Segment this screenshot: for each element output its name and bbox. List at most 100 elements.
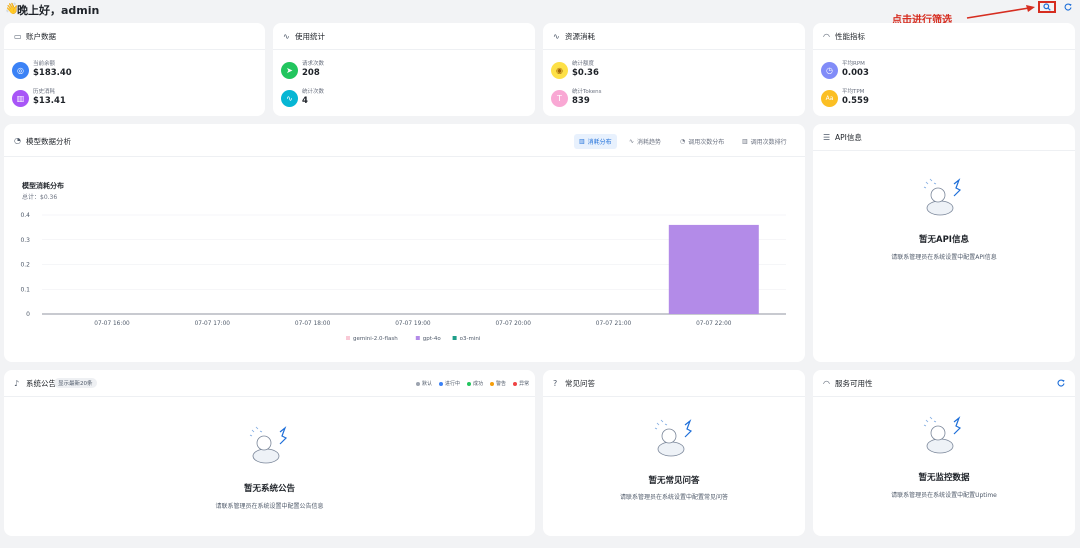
legend-item: 成功 xyxy=(467,380,483,387)
send-icon: ➤ xyxy=(281,62,298,79)
help-icon: ? xyxy=(553,379,558,388)
legend-swatch xyxy=(415,336,420,340)
x-tick-label: 07-07 21:00 xyxy=(596,321,632,327)
tab-consumption-trend[interactable]: ∿ 消耗趋势 xyxy=(624,134,666,149)
timer-icon: ◷ xyxy=(821,62,838,79)
tab-call-distribution[interactable]: ◔ 调用次数分布 xyxy=(675,134,729,149)
tab-label: 调用次数排行 xyxy=(750,139,787,146)
bar-chart-icon: ▥ xyxy=(12,90,29,107)
stat-label: 请求次数 xyxy=(302,61,325,67)
stat-value: 0.003 xyxy=(842,68,869,78)
x-tick-label: 07-07 16:00 xyxy=(94,321,130,327)
legend-item: 异常 xyxy=(513,380,529,387)
status-badge: 显示最新20条 xyxy=(54,378,97,388)
search-icon xyxy=(1043,3,1051,11)
empty-illustration-icon xyxy=(923,416,962,454)
legend-label: o3-mini xyxy=(460,336,481,342)
stat-value: $13.41 xyxy=(33,96,66,106)
pulse-icon: ∿ xyxy=(283,32,290,41)
dot-icon xyxy=(513,381,518,386)
stat-value: 4 xyxy=(302,96,308,106)
annotation-text: 点击进行筛选 xyxy=(892,15,952,26)
performance-card: ◠ 性能指标 ◷ 平均RPM 0.003 Aa 平均TPM 0.559 xyxy=(813,23,1075,116)
stat-label: 平均RPM xyxy=(842,61,865,67)
card-title: 常见问答 xyxy=(565,379,595,388)
x-tick-label: 07-07 19:00 xyxy=(395,321,431,327)
dot-icon xyxy=(416,381,420,386)
type-icon: Aa xyxy=(821,90,838,107)
pulse-icon: ∿ xyxy=(553,32,560,41)
empty-title: 暂无监控数据 xyxy=(918,473,970,483)
legend-item: 默认 xyxy=(416,380,432,387)
refresh-icon[interactable] xyxy=(1057,379,1065,387)
tab-label: 消耗趋势 xyxy=(637,139,662,146)
pulse-icon: ∿ xyxy=(281,90,298,107)
x-tick-label: 07-07 22:00 xyxy=(696,321,732,327)
stat-value: $183.40 xyxy=(33,68,72,78)
empty-desc: 请联系管理员在系统设置中配置API信息 xyxy=(891,254,997,261)
empty-title: 暂无常见问答 xyxy=(648,476,700,486)
empty-desc: 请联系管理员在系统设置中配置Uptime xyxy=(891,492,997,499)
legend-swatch xyxy=(452,336,457,340)
stat-label: 统计额度 xyxy=(572,61,595,67)
empty-desc: 请联系管理员在系统设置中配置常见问答 xyxy=(619,494,728,501)
annotation-arrow-icon xyxy=(966,5,1035,19)
card-title: 使用统计 xyxy=(295,32,325,41)
card-title: 模型数据分析 xyxy=(26,137,71,146)
stat-value: 839 xyxy=(572,96,590,106)
resource-card: ∿ 资源消耗 ◉ 统计额度 $0.36 T 统计Tokens 839 xyxy=(543,23,805,116)
y-tick-label: 0.3 xyxy=(20,237,30,244)
legend-label: gemini-2.0-flash xyxy=(353,336,398,342)
empty-illustration-icon xyxy=(249,426,288,464)
wallet-icon: ▭ xyxy=(14,32,22,41)
empty-title: 暂无API信息 xyxy=(919,235,969,245)
x-tick-label: 07-07 18:00 xyxy=(295,321,331,327)
bar-gpt-4o xyxy=(668,224,759,314)
stat-label: 统计Tokens xyxy=(572,89,602,95)
server-icon: ☰ xyxy=(823,133,831,142)
stat-label: 平均TPM xyxy=(842,89,865,95)
announcement-legend: 默认 进行中 成功 警告 异常 xyxy=(416,380,529,387)
pie-chart-icon: ◔ xyxy=(14,136,21,145)
card-title: 系统公告 xyxy=(26,379,56,388)
tab-label: 调用次数分布 xyxy=(688,139,725,146)
bell-icon: ♪ xyxy=(14,379,20,388)
card-title: 账户数据 xyxy=(26,32,56,41)
gauge-icon: ◠ xyxy=(823,379,830,388)
wave-hand-icon: 👋 xyxy=(5,2,19,15)
legend-swatch xyxy=(346,336,350,340)
page-title: 晚上好，admin xyxy=(17,4,100,17)
pie-chart-icon: ◔ xyxy=(680,138,686,145)
stat-value: 0.559 xyxy=(842,96,869,106)
legend-label: gpt-4o xyxy=(423,336,442,342)
trend-icon: ∿ xyxy=(629,138,635,145)
dot-icon xyxy=(467,381,472,386)
stat-value: $0.36 xyxy=(572,68,599,78)
tab-call-ranking[interactable]: ▥ 调用次数排行 xyxy=(737,134,792,149)
stat-label: 历史消耗 xyxy=(33,89,56,95)
gauge-icon: ◠ xyxy=(823,32,830,41)
chart-title: 模型消耗分布 xyxy=(22,182,64,190)
coin-icon: ◉ xyxy=(551,62,568,79)
card-title: 性能指标 xyxy=(835,32,865,41)
empty-title: 暂无系统公告 xyxy=(243,484,295,494)
refresh-icon[interactable] xyxy=(1064,3,1072,11)
y-tick-label: 0.2 xyxy=(20,262,30,269)
card-title: API信息 xyxy=(835,133,862,142)
bar-chart-icon: ▥ xyxy=(579,138,585,145)
card-title: 服务可用性 xyxy=(835,379,873,388)
stat-label: 统计次数 xyxy=(302,89,325,95)
y-tick-label: 0.1 xyxy=(20,286,30,293)
api-info-card: ☰ API信息 xyxy=(813,124,1075,362)
dot-icon xyxy=(490,381,495,386)
tab-consumption-distribution[interactable]: ▥ 消耗分布 xyxy=(574,134,617,149)
search-button[interactable] xyxy=(1038,1,1056,13)
text-icon: T xyxy=(551,90,568,107)
card-title: 资源消耗 xyxy=(565,32,595,41)
legend-item: 警告 xyxy=(490,380,506,387)
empty-desc: 请联系管理员在系统设置中配置公告信息 xyxy=(215,503,324,510)
dot-icon xyxy=(439,381,444,386)
x-tick-label: 07-07 20:00 xyxy=(495,321,531,327)
y-tick-label: 0 xyxy=(26,311,30,318)
usage-card: ∿ 使用统计 ➤ 请求次数 208 ∿ 统计次数 4 xyxy=(273,23,535,116)
